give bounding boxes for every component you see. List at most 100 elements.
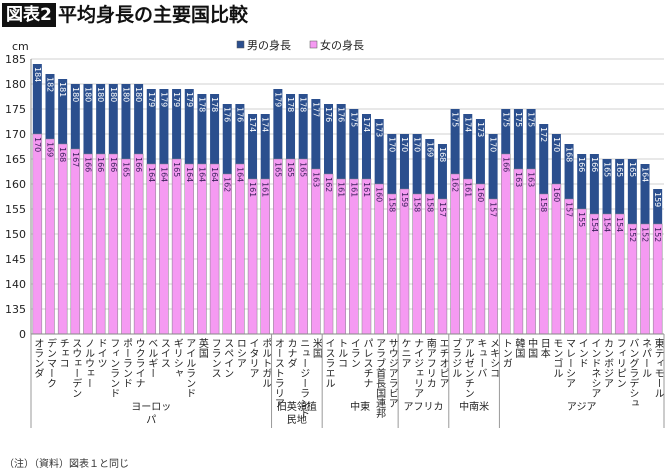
data-label-female: 166 xyxy=(109,157,118,172)
data-label-female: 158 xyxy=(413,197,422,212)
bar-female xyxy=(576,208,587,335)
category-label: モンゴル xyxy=(551,338,563,378)
data-label-male: 168 xyxy=(565,147,574,162)
data-label-male: 176 xyxy=(223,107,232,122)
bar-female xyxy=(526,168,536,335)
category-label: アルゼンチン xyxy=(462,338,474,398)
category-label: 日本 xyxy=(538,338,550,359)
group-label: 旧英領植 xyxy=(277,400,317,413)
bar-female xyxy=(159,163,169,335)
data-label-female: 155 xyxy=(577,212,586,227)
category-label: ネパール xyxy=(640,338,652,378)
data-label-female: 157 xyxy=(489,202,498,217)
data-label-male: 180 xyxy=(109,87,118,102)
y-tick-label: 175 xyxy=(5,103,26,116)
bar-female xyxy=(197,163,207,335)
data-label-male: 159 xyxy=(653,192,662,207)
y-tick-label: 135 xyxy=(5,303,26,316)
category-label: 米国 xyxy=(310,337,322,359)
data-label-female: 152 xyxy=(653,227,662,242)
data-label-female: 163 xyxy=(514,172,523,187)
legend-swatch-female xyxy=(309,40,318,49)
bar-female xyxy=(45,138,55,335)
data-label-female: 163 xyxy=(311,172,320,187)
category-label: アイルランド xyxy=(184,338,196,398)
bar-female xyxy=(349,178,359,335)
data-label-female: 164 xyxy=(210,167,219,182)
category-label: トンガ xyxy=(500,338,511,368)
data-label-female: 166 xyxy=(134,157,143,172)
data-label-male: 176 xyxy=(337,107,346,122)
y-tick-label: 140 xyxy=(5,278,26,291)
category-label: 中国 xyxy=(526,337,538,359)
bar-female xyxy=(146,163,157,335)
data-label-male: 175 xyxy=(514,112,523,127)
category-label: ブラジル xyxy=(450,337,462,378)
category-label: カンボジア xyxy=(602,338,614,388)
category-label: トルコ xyxy=(336,338,348,368)
bar-female xyxy=(184,163,194,335)
data-label-female: 154 xyxy=(615,217,624,232)
data-label-female: 166 xyxy=(96,157,105,172)
data-label-female: 165 xyxy=(172,162,181,177)
bar-female xyxy=(247,178,258,335)
category-label: チェコ xyxy=(57,338,68,368)
bar-female xyxy=(361,178,372,335)
y-unit: cm xyxy=(12,40,29,53)
data-label-female: 165 xyxy=(286,162,295,177)
data-label-female: 161 xyxy=(248,182,257,197)
data-label-female: 169 xyxy=(45,142,54,157)
bar-female xyxy=(425,193,435,335)
y-tick-label: 0 xyxy=(19,328,26,341)
bar-female xyxy=(32,133,43,335)
bar-female xyxy=(209,163,220,335)
category-label: ベルギー xyxy=(146,338,158,378)
bar-female xyxy=(57,143,68,335)
category-label: マレーシア xyxy=(564,338,575,388)
data-label-female: 162 xyxy=(223,177,232,192)
bar-female xyxy=(501,153,511,335)
data-label-female: 164 xyxy=(197,167,206,182)
group-label-cont: パ xyxy=(146,414,156,426)
data-label-male: 175 xyxy=(527,112,536,127)
data-label-male: 175 xyxy=(501,112,510,127)
bar-female xyxy=(412,193,422,335)
data-label-male: 174 xyxy=(261,117,270,132)
bar-female xyxy=(298,158,308,335)
category-label: イラン xyxy=(348,338,360,368)
category-label: スウェーデン xyxy=(70,338,82,398)
bar-female xyxy=(488,198,498,335)
category-label: イタリア xyxy=(247,338,259,378)
y-tick-label: 160 xyxy=(5,178,26,191)
data-label-female: 168 xyxy=(58,147,67,162)
data-label-female: 157 xyxy=(438,202,447,217)
data-label-female: 164 xyxy=(235,167,244,182)
data-label-male: 170 xyxy=(400,137,409,152)
bar-female xyxy=(336,178,346,335)
bar-female xyxy=(538,193,549,335)
group-label: アジア xyxy=(567,402,597,413)
category-label: 韓国 xyxy=(513,338,525,359)
category-label: エチオピア xyxy=(437,338,449,388)
data-label-male: 173 xyxy=(375,122,384,137)
data-label-female: 161 xyxy=(337,182,346,197)
data-label-female: 161 xyxy=(349,182,358,197)
data-label-male: 173 xyxy=(476,122,485,137)
data-label-male: 180 xyxy=(83,87,92,102)
legend-swatch-male xyxy=(236,40,245,49)
data-label-female: 160 xyxy=(375,187,384,202)
category-label: イスラエル xyxy=(323,338,335,388)
data-label-female: 162 xyxy=(451,177,460,192)
bar-female xyxy=(121,158,131,335)
data-label-male: 170 xyxy=(413,137,422,152)
category-label: ロシア xyxy=(234,338,245,368)
data-label-male: 174 xyxy=(248,117,257,132)
title-badge: 図表2 xyxy=(2,3,56,27)
data-label-male: 169 xyxy=(425,142,434,157)
category-label: カナダ xyxy=(285,338,297,368)
category-label: オランダ xyxy=(32,338,44,378)
chart-note: （注）（資料）図表１と同じ xyxy=(4,459,129,470)
data-label-female: 154 xyxy=(603,217,612,232)
bar-female xyxy=(273,158,283,335)
data-label-female: 164 xyxy=(147,167,156,182)
